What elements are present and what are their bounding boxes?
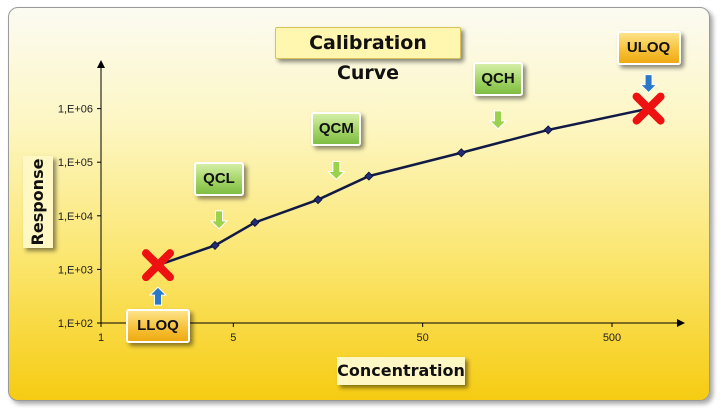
down-arrow-icon bbox=[488, 110, 508, 130]
x-axis-label: Concentration bbox=[337, 357, 465, 385]
x-tick-label: 500 bbox=[603, 332, 621, 344]
x-tick-label: 1 bbox=[98, 332, 104, 344]
annotation-uloq: ULOQ bbox=[616, 30, 681, 65]
down-arrow-icon bbox=[639, 74, 658, 94]
data-point bbox=[250, 217, 260, 228]
x-tick-label: 5 bbox=[230, 332, 236, 344]
y-tick-label: 1,E+06 bbox=[58, 104, 93, 116]
annotation-lloq: LLOQ bbox=[125, 309, 190, 344]
chart-title: Calibration Curve bbox=[275, 27, 461, 84]
y-tick-label: 1,E+04 bbox=[58, 211, 93, 223]
down-arrow-icon bbox=[327, 160, 346, 181]
annotation-qcm: QCM bbox=[311, 112, 362, 147]
calibration-line bbox=[157, 107, 649, 267]
y-axis-label-box bbox=[23, 156, 53, 248]
annotation-qch: QCH bbox=[473, 61, 523, 96]
data-point bbox=[543, 125, 553, 135]
up-arrow-icon bbox=[148, 286, 168, 306]
data-point bbox=[364, 171, 374, 181]
calibration-plot: 1,E+02 1,E+03 1,E+04 1,E+05 1,E+06 1 5 50 500 bbox=[58, 60, 685, 344]
down-arrow-icon bbox=[209, 210, 229, 230]
cross-mark bbox=[632, 92, 665, 125]
y-tick-label: 1,E+03 bbox=[58, 264, 93, 276]
y-tick-label: 1,E+05 bbox=[58, 157, 93, 169]
x-tick-label: 50 bbox=[417, 332, 429, 344]
chart-frame: 1,E+02 1,E+03 1,E+04 1,E+05 1,E+06 1 5 50 500 C… bbox=[8, 7, 710, 401]
data-point bbox=[313, 195, 323, 205]
annotation-qcl: QCL bbox=[194, 161, 244, 196]
data-point bbox=[210, 240, 220, 250]
data-point bbox=[456, 148, 466, 158]
cross-mark bbox=[141, 249, 174, 282]
y-tick-label: 1,E+02 bbox=[58, 318, 93, 330]
y-axis-label: Response bbox=[28, 158, 47, 246]
